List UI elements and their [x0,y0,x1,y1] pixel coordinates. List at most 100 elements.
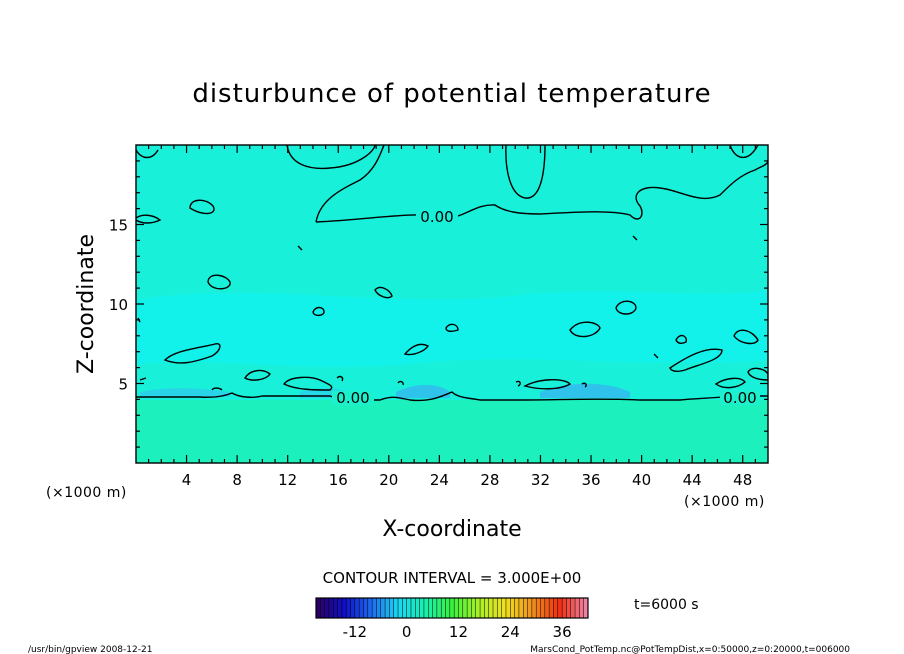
x-tick-label: 32 [531,471,550,489]
contour-loop-15 [669,348,723,373]
colorbar-cell [341,598,347,618]
colorbar-cell [393,598,399,618]
contour-label-3: 0.00 [723,389,756,407]
colorbar-cell [316,598,321,618]
colorbar-cell [518,598,524,618]
x-tick-label: 40 [632,471,651,489]
zero-contour-upper [136,145,768,223]
contour-loop-7 [615,300,637,315]
contour-interval-label: CONTOUR INTERVAL = 3.000E+00 [323,569,582,587]
contour-loop-13 [282,376,333,391]
colorbar-cell [570,598,576,618]
colorbar-cell [544,598,550,618]
contour-loop-2 [207,274,231,290]
contour-label-2: 0.00 [336,389,369,407]
x-tick-label: 36 [581,471,600,489]
footer-left: /usr/bin/gpview 2008-12-21 [28,645,152,654]
contour-loop-18 [136,214,162,224]
colorbar-cell [367,598,373,618]
colorbar-cell [523,598,528,618]
colorbar-cell [398,598,403,618]
colorbar-cell [346,598,351,618]
colorbar-cell [514,598,520,618]
colorbar-cell [337,598,343,618]
colorbar-cell [575,598,580,618]
colorbar-cell [354,598,360,618]
colorbar-cell [510,598,515,618]
field-lower [136,400,768,463]
contour-loop-11 [244,369,271,381]
colorbar-tick-label: 0 [402,623,412,641]
colorbar-cell [475,598,481,618]
contour-label-bg-2 [332,391,374,405]
colorbar-cell [445,598,451,618]
colorbar-cell [557,598,563,618]
colorbar-cell [410,598,416,618]
contour-loop-6 [569,321,601,338]
colorbar-cell [527,598,533,618]
colorbar-cell [363,598,369,618]
x-tick-label: 4 [182,471,192,489]
colorbar-cell [480,598,485,618]
colorbar-cell [467,598,472,618]
x-axis: 4 8 12 16 20 24 28 32 36 40 44 48 [148,145,756,489]
contour-label-1: 0.00 [420,208,453,226]
colorbar-cell [579,598,584,618]
colorbar-cell [350,598,356,618]
y-axis: 5 10 15 [109,160,768,448]
colorbar-cell [454,598,459,618]
colorbar-cell [471,598,477,618]
colorbar-cell [531,598,537,618]
colorbar-cell [497,598,502,618]
contour-loop-17 [747,367,768,381]
colorbar-tick-label: 36 [553,623,572,641]
colorbar-cell [419,598,425,618]
colorbar-cell [423,598,429,618]
time-label: t=6000 s [634,597,699,613]
y-tick-label: 10 [109,296,128,314]
colorbar-cell [376,598,382,618]
x-unit-label: (×1000 m) [684,494,765,510]
colorbar-cell [536,598,541,618]
colorbar-cell [458,598,464,618]
contour-loop-5 [445,323,459,333]
colorbar-cell [553,598,559,618]
contour-loop-4 [312,306,325,317]
colorbar-cell [406,598,412,618]
colorbar-cell [549,598,554,618]
negative-patch-1 [140,388,230,397]
colorbar-cell [566,598,572,618]
colorbar-cell [501,598,507,618]
colorbar-cell [484,598,489,618]
chart-title: disturbunce of potential temperature [192,79,711,109]
x-tick-label: 44 [683,471,702,489]
x-axis-title: X-coordinate [382,517,521,542]
contour-loop-16 [714,377,746,389]
colorbar-cell [441,598,446,618]
colorbar-tick-label: 24 [501,623,520,641]
colorbar-cell [333,598,338,618]
contour-loop-10 [163,343,221,364]
mid-band-patch [136,290,768,367]
colorbar-cell [583,598,589,618]
z-unit-label: (×1000 m) [46,485,127,501]
colorbar-ticks: -12 0 12 24 36 [343,623,572,641]
contour-loop-1 [189,199,215,215]
colorbar-cell [488,598,494,618]
colorbar-cell [540,598,546,618]
colorbar-cell [428,598,433,618]
contour-loop-12 [403,343,430,356]
contour-loop-9 [675,334,688,345]
colorbar-cell [359,598,364,618]
colorbar-tick-label: -12 [343,623,368,641]
contour-label-bg-1 [416,210,458,224]
plot-area [136,145,768,463]
x-tick-label: 28 [480,471,499,489]
colorbar-cell [372,598,377,618]
colorbar-tick-label: 12 [449,623,468,641]
zero-contour-base [136,391,768,402]
colorbar-cell [389,598,395,618]
y-tick-label: 15 [109,217,128,235]
y-tick-label: 5 [118,376,128,394]
